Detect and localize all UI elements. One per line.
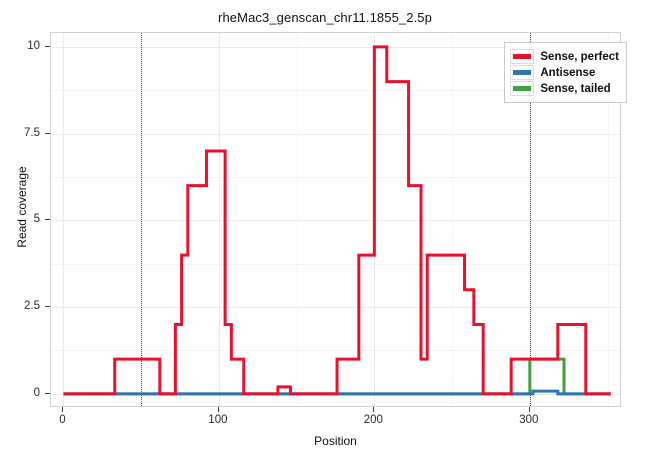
gridline-vertical	[218, 33, 220, 406]
gridline-horizontal-minor	[51, 350, 620, 352]
y-tick-mark	[45, 392, 50, 394]
gridline-horizontal-minor	[51, 176, 620, 178]
chart-title: rheMac3_genscan_chr11.1855_2.5p	[218, 10, 432, 25]
legend-item-sense-perfect: Sense, perfect	[510, 49, 619, 64]
series-line-sense-perfect	[63, 45, 611, 396]
gridline-vertical	[63, 33, 65, 406]
y-tick-label: 10	[27, 39, 40, 52]
x-tick-label: 200	[363, 414, 383, 426]
x-tick-label: 100	[208, 414, 228, 426]
legend: Sense, perfect Antisense Sense, tailed	[504, 42, 627, 103]
legend-swatch-icon	[510, 81, 535, 96]
y-axis-title: Read coverage	[15, 166, 29, 248]
y-tick-label: 0	[33, 386, 40, 399]
legend-label: Sense, tailed	[540, 82, 611, 95]
legend-item-sense-tailed: Sense, tailed	[510, 81, 619, 96]
vertical-marker-right	[529, 33, 531, 406]
x-tick-mark	[373, 407, 375, 412]
legend-swatch-icon	[510, 65, 535, 80]
legend-label: Sense, perfect	[540, 50, 619, 63]
gridline-vertical-minor	[607, 33, 609, 406]
x-tick-label: 300	[519, 414, 539, 426]
y-tick-mark	[45, 45, 50, 47]
x-tick-mark	[528, 407, 530, 412]
series-line-antisense	[63, 389, 611, 396]
y-tick-mark	[45, 306, 50, 308]
gridline-horizontal	[51, 133, 620, 135]
y-tick-label: 2.5	[24, 300, 40, 313]
vertical-marker-left	[141, 33, 143, 406]
legend-swatch-icon	[510, 49, 535, 64]
legend-label: Antisense	[540, 66, 596, 79]
gridline-horizontal-minor	[51, 90, 620, 92]
gridline-horizontal	[51, 46, 620, 48]
y-tick-mark	[45, 132, 50, 134]
x-tick-label: 0	[59, 414, 66, 426]
y-tick-label: 7.5	[24, 126, 40, 139]
x-tick-mark	[62, 407, 64, 412]
gridline-horizontal	[51, 220, 620, 222]
y-tick-label: 5	[33, 213, 40, 226]
x-tick-mark	[217, 407, 219, 412]
series-lines	[63, 45, 611, 396]
gridline-vertical-minor	[452, 33, 454, 406]
legend-item-antisense: Antisense	[510, 65, 619, 80]
gridline-vertical-minor	[296, 33, 298, 406]
gridline-horizontal-minor	[51, 263, 620, 265]
x-axis-title: Position	[314, 434, 357, 448]
y-tick-mark	[45, 219, 50, 221]
gridline-horizontal	[51, 307, 620, 309]
